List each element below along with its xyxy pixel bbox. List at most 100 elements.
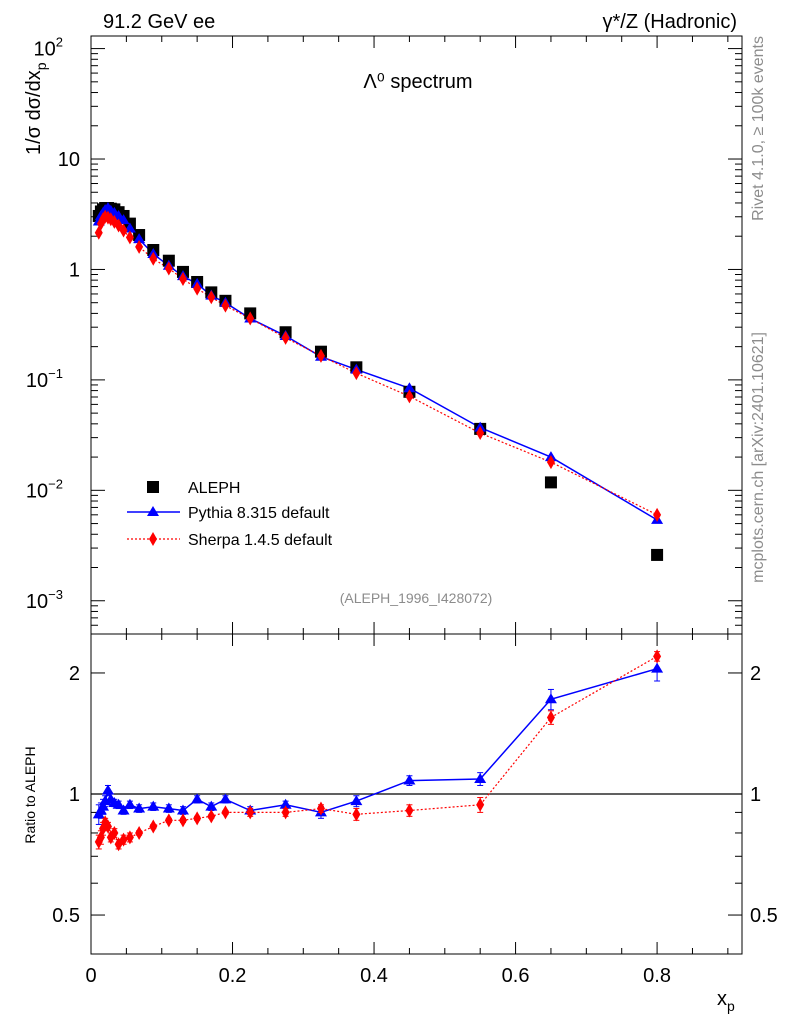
main-plot-marks bbox=[92, 202, 664, 561]
ratio-point-pythia bbox=[147, 800, 160, 811]
main-point-pythia bbox=[133, 233, 146, 244]
ratio-plot-marks bbox=[91, 649, 742, 852]
main-y-tick-label: 10−3 bbox=[26, 587, 63, 613]
legend-label-aleph: ALEPH bbox=[188, 480, 240, 497]
header-right-title: γ*/Z (Hadronic) bbox=[603, 11, 737, 33]
main-point-sherpa bbox=[125, 230, 134, 245]
main-y-tick-label: 10−1 bbox=[26, 366, 63, 392]
main-point-aleph bbox=[544, 476, 557, 489]
legend-label-sherpa: Sherpa 1.4.5 default bbox=[188, 532, 333, 549]
ratio-point-sherpa bbox=[476, 797, 485, 812]
main-point-sherpa bbox=[246, 311, 255, 326]
x-tick-label: 0.2 bbox=[219, 965, 247, 987]
main-point-sherpa bbox=[164, 261, 173, 276]
main-point-sherpa bbox=[352, 366, 361, 381]
main-point-aleph bbox=[651, 548, 664, 561]
ratio-point-pythia bbox=[544, 693, 557, 704]
main-point-sherpa bbox=[193, 281, 202, 296]
main-point-sherpa bbox=[135, 239, 144, 254]
main-y-tick-exponent: 2 bbox=[56, 35, 63, 50]
ratio-point-pythia bbox=[162, 802, 175, 813]
x-tick-label: 0.8 bbox=[643, 965, 671, 987]
ratio-point-sherpa bbox=[246, 805, 255, 820]
ratio-point-pythia bbox=[474, 772, 487, 783]
legend-marker-pythia bbox=[147, 506, 159, 516]
ratio-point-sherpa bbox=[178, 813, 187, 828]
main-y-tick-label: 102 bbox=[34, 35, 63, 61]
main-y-tick-exponent: −3 bbox=[48, 587, 63, 602]
ratio-point-pythia bbox=[97, 800, 110, 811]
main-panel: 102 10 1 10−1 10−2 10−3 Λ⁰ spectrum (ALEPH_19… bbox=[23, 35, 743, 635]
ratio-point-pythia bbox=[205, 800, 218, 811]
chart-title: Λ⁰ spectrum bbox=[363, 71, 472, 93]
main-point-pythia bbox=[403, 382, 416, 393]
legend-marker-sherpa bbox=[149, 532, 157, 546]
main-y-axis-label: 1/σ dσ/dxp bbox=[23, 62, 49, 155]
ratio-panel: 0 0.2 0.4 0.6 0.8 2 2 1 1 0.5 0.5 Ratio to ALEPH x… bbox=[22, 633, 778, 1014]
ratio-point-sherpa bbox=[207, 809, 216, 824]
main-point-sherpa bbox=[221, 298, 230, 313]
ratio-point-sherpa bbox=[125, 830, 134, 845]
ratio-point-sherpa bbox=[119, 832, 128, 847]
ratio-point-sherpa bbox=[221, 805, 230, 820]
main-point-sherpa bbox=[207, 290, 216, 305]
ratio-y-tick-label-right: 1 bbox=[750, 784, 761, 806]
ratio-point-sherpa bbox=[316, 801, 325, 816]
ratio-point-sherpa bbox=[164, 813, 173, 828]
ratio-point-pythia bbox=[133, 802, 146, 813]
mcplots-label: mcplots.cern.ch [arXiv:2401.10621] bbox=[750, 332, 767, 583]
analysis-label: (ALEPH_1996_I428072) bbox=[340, 590, 493, 606]
ratio-y-axis-label: Ratio to ALEPH bbox=[22, 746, 38, 843]
main-point-sherpa bbox=[405, 389, 414, 404]
main-point-sherpa bbox=[653, 507, 662, 522]
main-y-tick-label: 1 bbox=[69, 259, 80, 281]
ratio-point-pythia bbox=[101, 784, 114, 795]
x-tick-label: 0.6 bbox=[502, 965, 530, 987]
main-point-sherpa bbox=[178, 271, 187, 286]
ratio-point-sherpa bbox=[149, 819, 158, 834]
x-axis-label: xp bbox=[717, 988, 735, 1014]
ratio-point-pythia bbox=[279, 798, 292, 809]
main-point-sherpa bbox=[281, 330, 290, 345]
ratio-point-pythia bbox=[350, 795, 363, 806]
ratio-point-pythia bbox=[219, 793, 232, 804]
ratio-point-pythia bbox=[123, 798, 136, 809]
ratio-point-pythia bbox=[191, 793, 204, 804]
ratio-point-sherpa bbox=[352, 807, 361, 822]
x-tick-label: 0.4 bbox=[360, 965, 388, 987]
main-y-tick-label: 10−2 bbox=[26, 476, 63, 502]
main-point-pythia bbox=[117, 214, 130, 225]
ratio-point-sherpa bbox=[193, 811, 202, 826]
ratio-point-sherpa bbox=[110, 825, 119, 840]
main-y-tick-exponent: −1 bbox=[48, 366, 63, 381]
ratio-point-sherpa bbox=[546, 710, 555, 725]
main-point-sherpa bbox=[316, 348, 325, 363]
legend: ALEPH Pythia 8.315 default Sherpa 1.4.5 … bbox=[127, 480, 333, 549]
ratio-axis-ticks: 0 0.2 0.4 0.6 0.8 2 2 1 1 0.5 0.5 bbox=[52, 634, 778, 987]
ratio-point-sherpa bbox=[135, 825, 144, 840]
ratio-point-pythia bbox=[403, 774, 416, 785]
main-point-sherpa bbox=[476, 426, 485, 441]
legend-marker-aleph bbox=[147, 481, 159, 493]
main-y-tick-exponent: −2 bbox=[48, 476, 63, 491]
main-point-sherpa bbox=[149, 251, 158, 266]
main-series-line-pythia bbox=[98, 207, 658, 521]
rivet-version-label: Rivet 4.1.0, ≥ 100k events bbox=[750, 36, 767, 221]
ratio-point-pythia bbox=[176, 804, 189, 815]
x-tick-label: 0 bbox=[85, 965, 96, 987]
main-y-tick-label: 10 bbox=[58, 149, 80, 171]
header-left-title: 91.2 GeV ee bbox=[103, 11, 215, 33]
legend-label-pythia: Pythia 8.315 default bbox=[188, 505, 330, 522]
ratio-point-pythia bbox=[651, 662, 664, 673]
ratio-point-sherpa bbox=[653, 649, 662, 664]
ratio-point-sherpa bbox=[405, 803, 414, 818]
ratio-point-sherpa bbox=[281, 805, 290, 820]
main-axis-ticks: 102 10 1 10−1 10−2 10−3 bbox=[26, 35, 742, 635]
ratio-point-sherpa bbox=[103, 819, 112, 834]
ratio-y-tick-label: 1 bbox=[69, 784, 80, 806]
ratio-y-tick-label: 2 bbox=[69, 663, 80, 685]
ratio-y-tick-label: 0.5 bbox=[52, 905, 80, 927]
main-point-sherpa bbox=[119, 223, 128, 238]
ratio-y-tick-label-right: 2 bbox=[750, 663, 761, 685]
